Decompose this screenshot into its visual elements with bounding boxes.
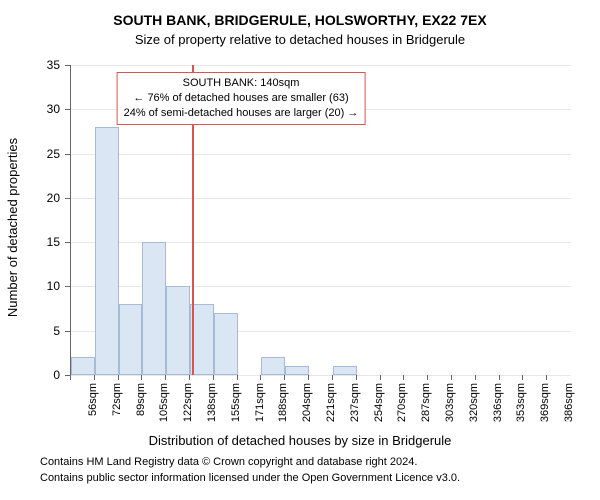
x-axis-title: Distribution of detached houses by size … (0, 433, 600, 448)
gridline-h (71, 375, 571, 376)
xtick-mark (475, 375, 476, 380)
ytick-mark (65, 242, 70, 243)
xtick-label: 56sqm (87, 383, 99, 433)
xtick-mark (70, 375, 71, 380)
ytick-label: 30 (0, 102, 60, 116)
gridline-h (71, 154, 571, 155)
xtick-label: 89sqm (135, 383, 147, 433)
histogram-bar (333, 366, 357, 375)
annotation-line: 24% of semi-detached houses are larger (… (124, 106, 359, 121)
xtick-mark (356, 375, 357, 380)
annotation-box: SOUTH BANK: 140sqm← 76% of detached hous… (117, 72, 366, 125)
xtick-mark (403, 375, 404, 380)
xtick-label: 369sqm (539, 383, 551, 433)
footer-line-1: Contains HM Land Registry data © Crown c… (40, 456, 417, 468)
xtick-label: 72sqm (111, 383, 123, 433)
plot-area: SOUTH BANK: 140sqm← 76% of detached hous… (70, 65, 571, 376)
gridline-h (71, 198, 571, 199)
ytick-label: 35 (0, 58, 60, 72)
xtick-mark (189, 375, 190, 380)
xtick-mark (284, 375, 285, 380)
xtick-label: 221sqm (325, 383, 337, 433)
xtick-label: 353sqm (515, 383, 527, 433)
xtick-mark (260, 375, 261, 380)
xtick-mark (499, 375, 500, 380)
xtick-label: 287sqm (420, 383, 432, 433)
xtick-mark (308, 375, 309, 380)
ytick-mark (65, 198, 70, 199)
xtick-label: 188sqm (277, 383, 289, 433)
histogram-bar (95, 127, 119, 375)
xtick-label: 171sqm (254, 383, 266, 433)
histogram-bar (142, 242, 166, 375)
xtick-label: 303sqm (444, 383, 456, 433)
xtick-mark (118, 375, 119, 380)
xtick-label: 237sqm (349, 383, 361, 433)
annotation-line: SOUTH BANK: 140sqm (124, 76, 359, 91)
xtick-label: 270sqm (396, 383, 408, 433)
xtick-mark (165, 375, 166, 380)
xtick-mark (427, 375, 428, 380)
xtick-mark (380, 375, 381, 380)
xtick-label: 320sqm (468, 383, 480, 433)
xtick-label: 138sqm (206, 383, 218, 433)
xtick-mark (213, 375, 214, 380)
ytick-mark (65, 286, 70, 287)
ytick-mark (65, 331, 70, 332)
xtick-label: 254sqm (373, 383, 385, 433)
xtick-label: 155sqm (230, 383, 242, 433)
xtick-label: 386sqm (563, 383, 575, 433)
xtick-label: 122sqm (182, 383, 194, 433)
xtick-mark (141, 375, 142, 380)
histogram-bar (285, 366, 309, 375)
ytick-label: 0 (0, 368, 60, 382)
footer-line-2: Contains public sector information licen… (40, 472, 460, 484)
xtick-mark (332, 375, 333, 380)
xtick-mark (522, 375, 523, 380)
histogram-bar (119, 304, 143, 375)
xtick-label: 336sqm (492, 383, 504, 433)
chart-title-main: SOUTH BANK, BRIDGERULE, HOLSWORTHY, EX22… (0, 12, 600, 28)
ytick-label: 5 (0, 324, 60, 338)
xtick-mark (237, 375, 238, 380)
chart-title-sub: Size of property relative to detached ho… (0, 32, 600, 47)
xtick-mark (94, 375, 95, 380)
ytick-mark (65, 65, 70, 66)
ytick-mark (65, 154, 70, 155)
xtick-mark (546, 375, 547, 380)
histogram-bar (166, 286, 190, 375)
gridline-h (71, 65, 571, 66)
annotation-line: ← 76% of detached houses are smaller (63… (124, 91, 359, 106)
histogram-bar (261, 357, 285, 375)
ytick-mark (65, 109, 70, 110)
histogram-bar (214, 313, 238, 375)
xtick-mark (451, 375, 452, 380)
xtick-label: 105sqm (158, 383, 170, 433)
histogram-bar (71, 357, 95, 375)
xtick-label: 204sqm (301, 383, 313, 433)
